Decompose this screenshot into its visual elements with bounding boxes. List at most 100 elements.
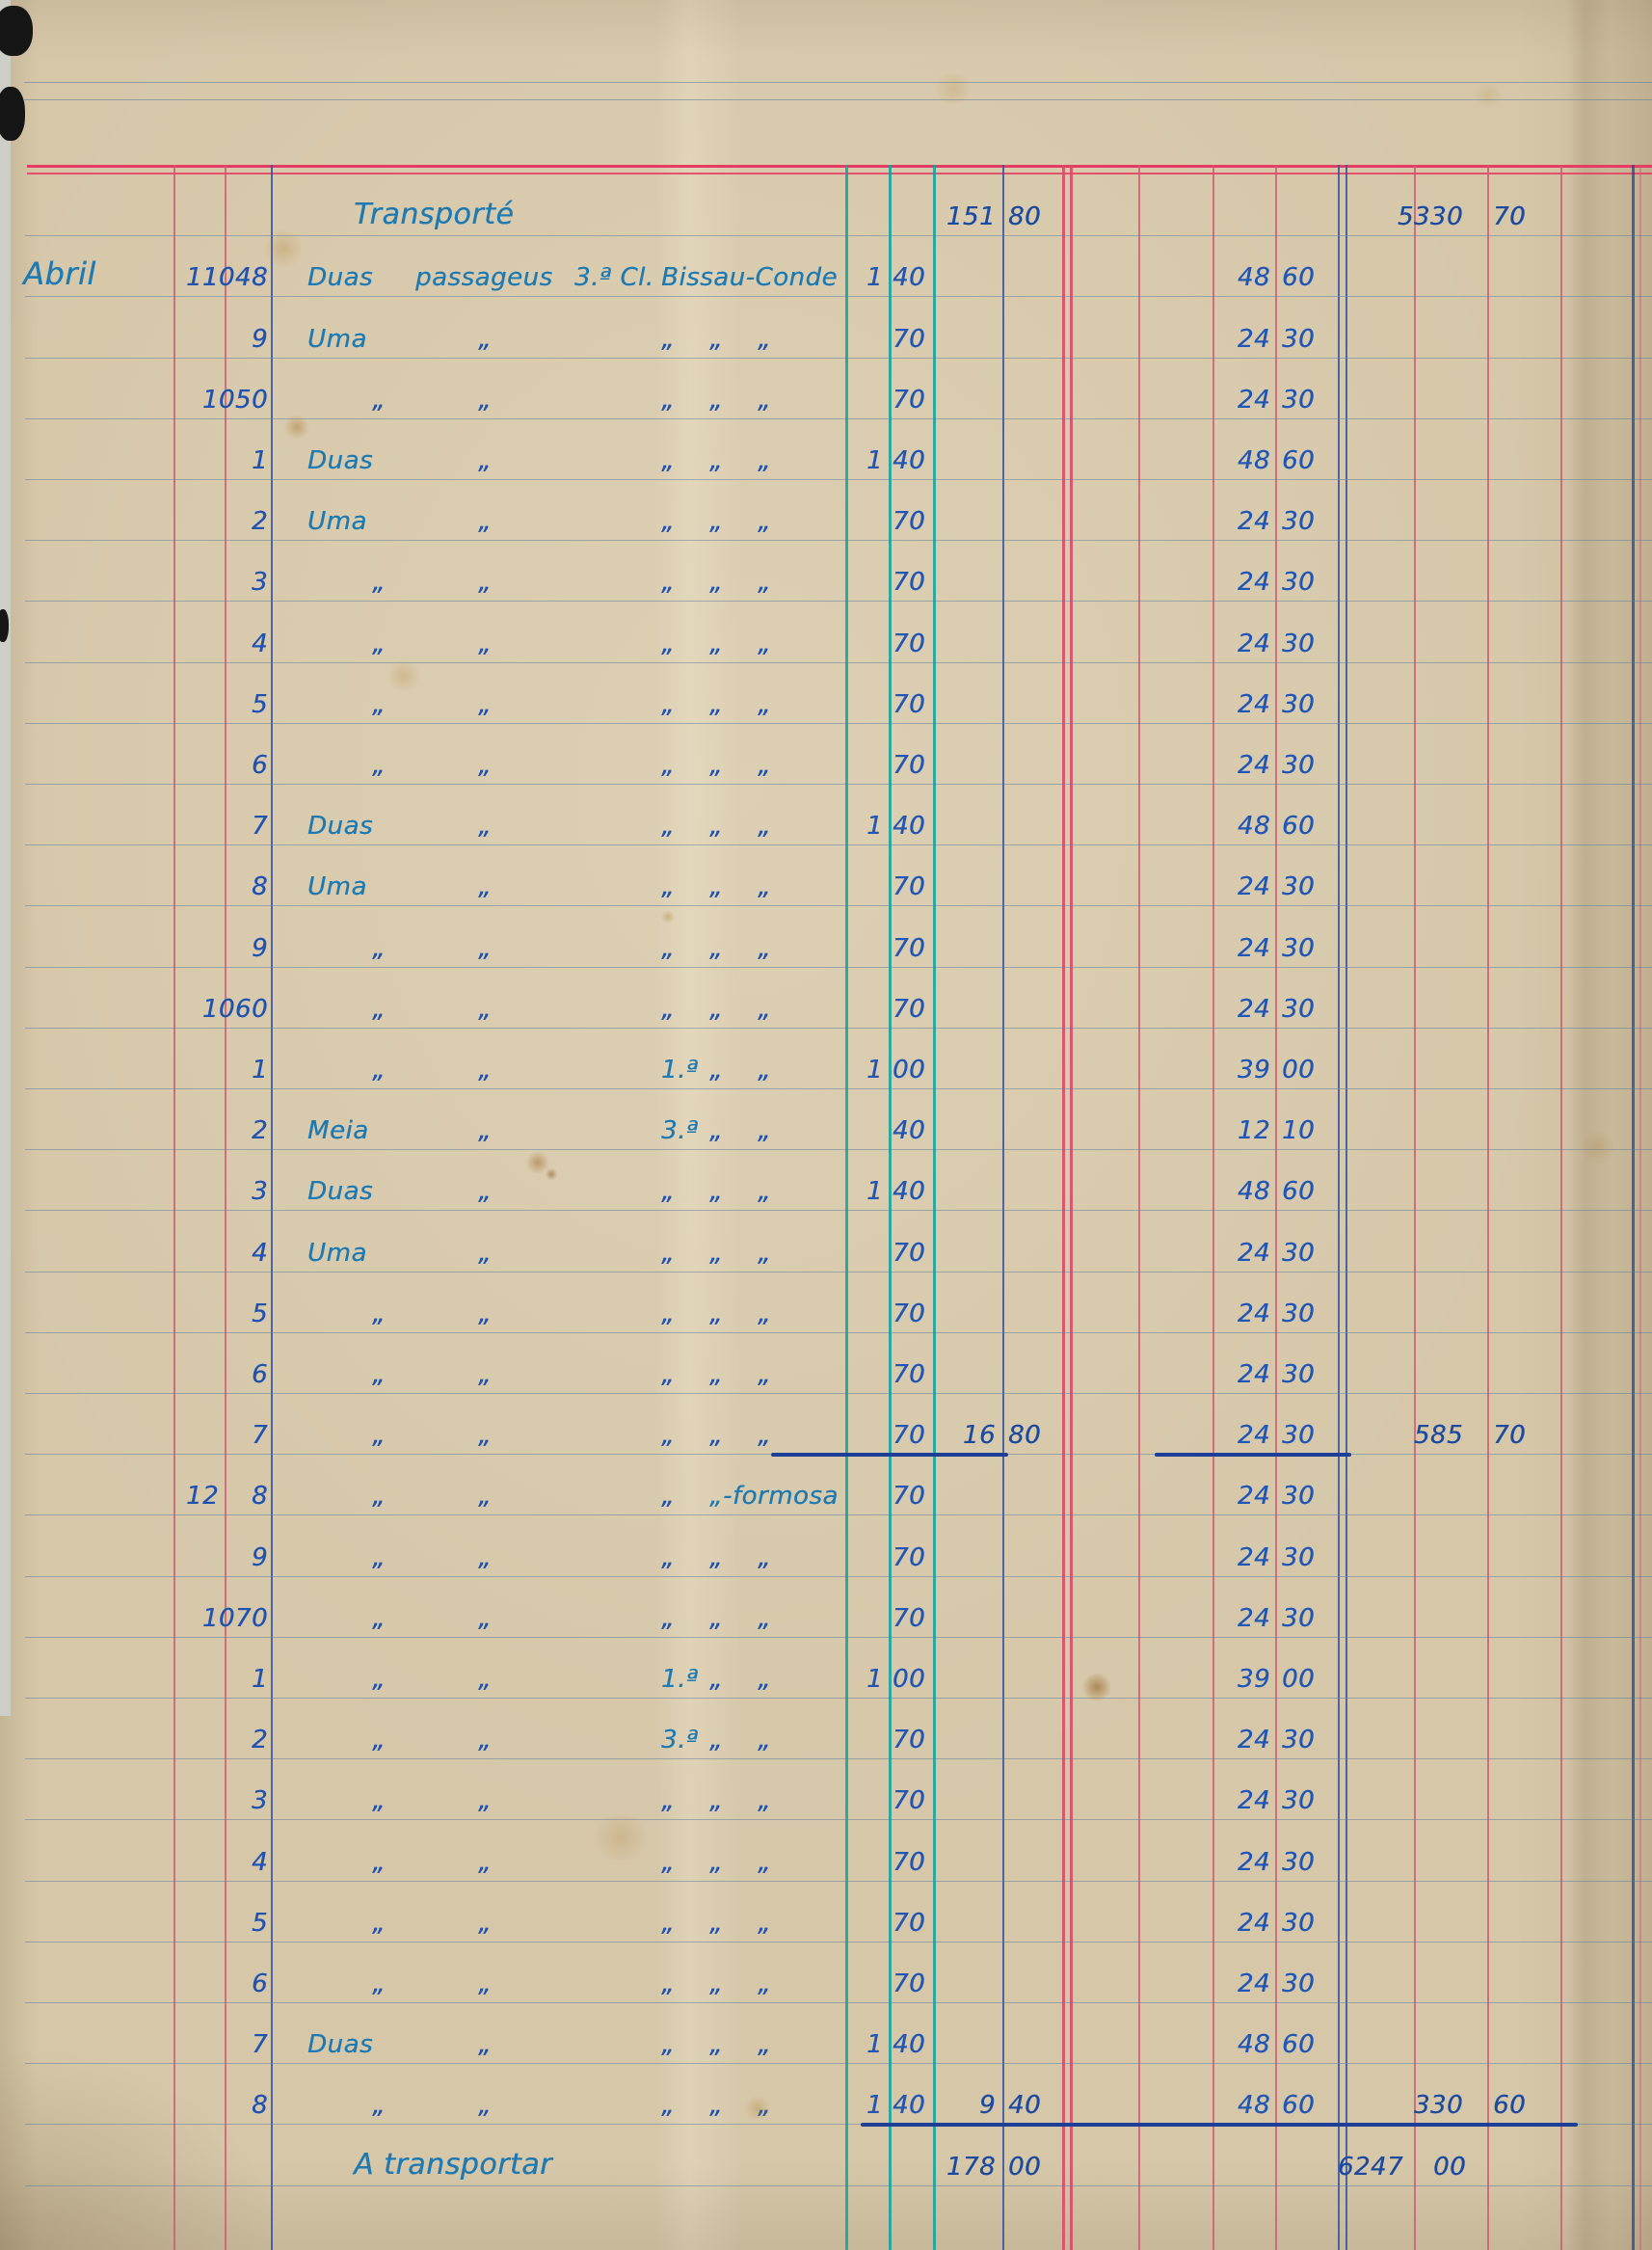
- c-amt-cents: 00: [1282, 1664, 1316, 1694]
- c-fare-cents: 40: [893, 2030, 926, 2060]
- c-xa-integer: 9: [978, 2091, 996, 2121]
- c-fare-integer: 1: [866, 1177, 883, 1207]
- ditto-mark: „: [758, 1726, 771, 1755]
- description-word: 3.ª: [661, 1116, 699, 1146]
- ditto-mark: „: [709, 1908, 723, 1938]
- ledger-row: 6 „ „ „ „ „ 70 24 30: [0, 724, 1652, 785]
- description-word: 1.ª: [661, 1055, 699, 1085]
- receipt-number: 1: [251, 1664, 268, 1694]
- ditto-mark: „: [709, 445, 723, 475]
- entry-description: Duas „ „ „ „: [271, 1145, 845, 1206]
- ditto-mark: „: [372, 1664, 386, 1694]
- entry-description: „ „ „ „ „: [271, 1815, 845, 1877]
- c-fare-cents: 70: [893, 1482, 926, 1512]
- ledger-row: 7 Duas „ „ „ „ 1 40 48 60: [0, 785, 1652, 846]
- ditto-mark: „: [758, 994, 771, 1024]
- c-xa-integer: 16: [962, 1421, 996, 1451]
- c-amt-cents: 30: [1282, 1726, 1316, 1755]
- row-rule: [25, 2124, 1652, 2126]
- entry-description: „ „ „ „ „: [271, 1268, 845, 1328]
- row-rule: [25, 1758, 1652, 1760]
- ditto-mark: „: [372, 1786, 386, 1816]
- entry-description: „ „ „ „ „: [271, 719, 845, 780]
- row-rule: [25, 540, 1652, 542]
- c-amt-integer: 24: [1237, 1482, 1270, 1512]
- c-fare-cents: 40: [893, 812, 926, 842]
- head-rule: [24, 99, 1652, 100]
- c-fare-cents: 70: [893, 1847, 926, 1877]
- row-rule: [25, 357, 1652, 359]
- row-rule: [25, 1880, 1652, 1882]
- entry-description: Uma „ „ „ „: [271, 475, 845, 536]
- c-fare-cents: 70: [893, 1299, 926, 1328]
- c-amt-integer: 24: [1237, 750, 1270, 780]
- entry-description: „ „ „ „ „: [271, 963, 845, 1024]
- entry-description: „ „ „ „ „: [271, 1877, 845, 1938]
- c-amt-integer: 24: [1237, 385, 1270, 415]
- ditto-mark: „: [758, 324, 771, 354]
- ditto-mark: „: [478, 1238, 492, 1268]
- ditto-mark: „: [372, 1542, 386, 1572]
- ditto-mark: „: [478, 1786, 492, 1816]
- ditto-mark: „: [709, 1116, 723, 1146]
- ditto-mark: „: [372, 385, 386, 415]
- ditto-mark: „: [478, 689, 492, 719]
- receipt-number: 4: [251, 1847, 268, 1877]
- ditto-mark: „: [478, 750, 492, 780]
- ditto-mark: „: [372, 568, 386, 598]
- ditto-mark: „: [478, 1055, 492, 1085]
- c-amt-integer: 48: [1237, 812, 1270, 842]
- ditto-mark: „: [758, 1359, 771, 1389]
- ledger-row: 6 „ „ „ „ „ 70 24 30: [0, 1942, 1652, 2003]
- ditto-mark: „: [478, 1603, 492, 1633]
- ditto-mark: „: [758, 1421, 771, 1451]
- row-rule: [25, 1819, 1652, 1821]
- scan-edge: [0, 0, 11, 1716]
- carried-forward-label: Transporté: [354, 198, 515, 232]
- row-rule: [25, 296, 1652, 298]
- c-amt-integer: 24: [1237, 1847, 1270, 1877]
- c-fare-integer: 1: [866, 445, 883, 475]
- ditto-mark: „: [478, 1664, 492, 1694]
- vertical-rule: [1062, 165, 1065, 2250]
- to-carry-forward-label: A transportar: [354, 2147, 552, 2182]
- binder-mark: [0, 609, 9, 642]
- row-rule: [25, 1575, 1652, 1577]
- c-fare-cents: 70: [893, 1908, 926, 1938]
- ledger-header-row: Transporté 151 80 5330 70: [0, 175, 1652, 237]
- ditto-mark: „: [661, 750, 675, 780]
- description-word: Uma: [307, 324, 367, 354]
- ditto-mark: „: [758, 1847, 771, 1877]
- receipt-number: 2: [251, 1116, 268, 1146]
- receipt-number: 3: [251, 1786, 268, 1816]
- ditto-mark: „: [372, 1847, 386, 1877]
- row-rule: [25, 661, 1652, 663]
- c-amt-integer: 39: [1237, 1664, 1270, 1694]
- row-label-area: A transportar: [271, 2120, 845, 2182]
- c-fare-cents: 40: [893, 2091, 926, 2121]
- row-rule: [25, 1149, 1652, 1151]
- c-amt-integer: 24: [1237, 1359, 1270, 1389]
- ditto-mark: „: [478, 568, 492, 598]
- c-amt-cents: 30: [1282, 385, 1316, 415]
- receipt-number: 7: [251, 1421, 268, 1451]
- ledger-row: 1 Duas „ „ „ „ 1 40 48 60: [0, 419, 1652, 480]
- description-word: Meia: [307, 1116, 369, 1146]
- c-fare-integer: 1: [866, 263, 883, 293]
- c-fare-integer: 1: [866, 1664, 883, 1694]
- c-amt-cents: 60: [1282, 812, 1316, 842]
- row-rule: [25, 478, 1652, 480]
- c-amt-cents: 60: [1282, 2030, 1316, 2060]
- entry-description: Uma „ „ „ „: [271, 292, 845, 354]
- ditto-mark: „: [478, 507, 492, 537]
- ledger-row: 4 Uma „ „ „ „ 70 24 30: [0, 1211, 1652, 1272]
- c-fare-cents: 70: [893, 1969, 926, 1998]
- description-word: passageus: [415, 263, 553, 293]
- ditto-mark: „: [758, 507, 771, 537]
- row-rule: [25, 1636, 1652, 1638]
- description-word: Bissau-Conde: [661, 263, 838, 293]
- receipt-number: 1: [251, 445, 268, 475]
- ditto-mark: „: [478, 1482, 492, 1512]
- day-number: 11: [185, 263, 220, 293]
